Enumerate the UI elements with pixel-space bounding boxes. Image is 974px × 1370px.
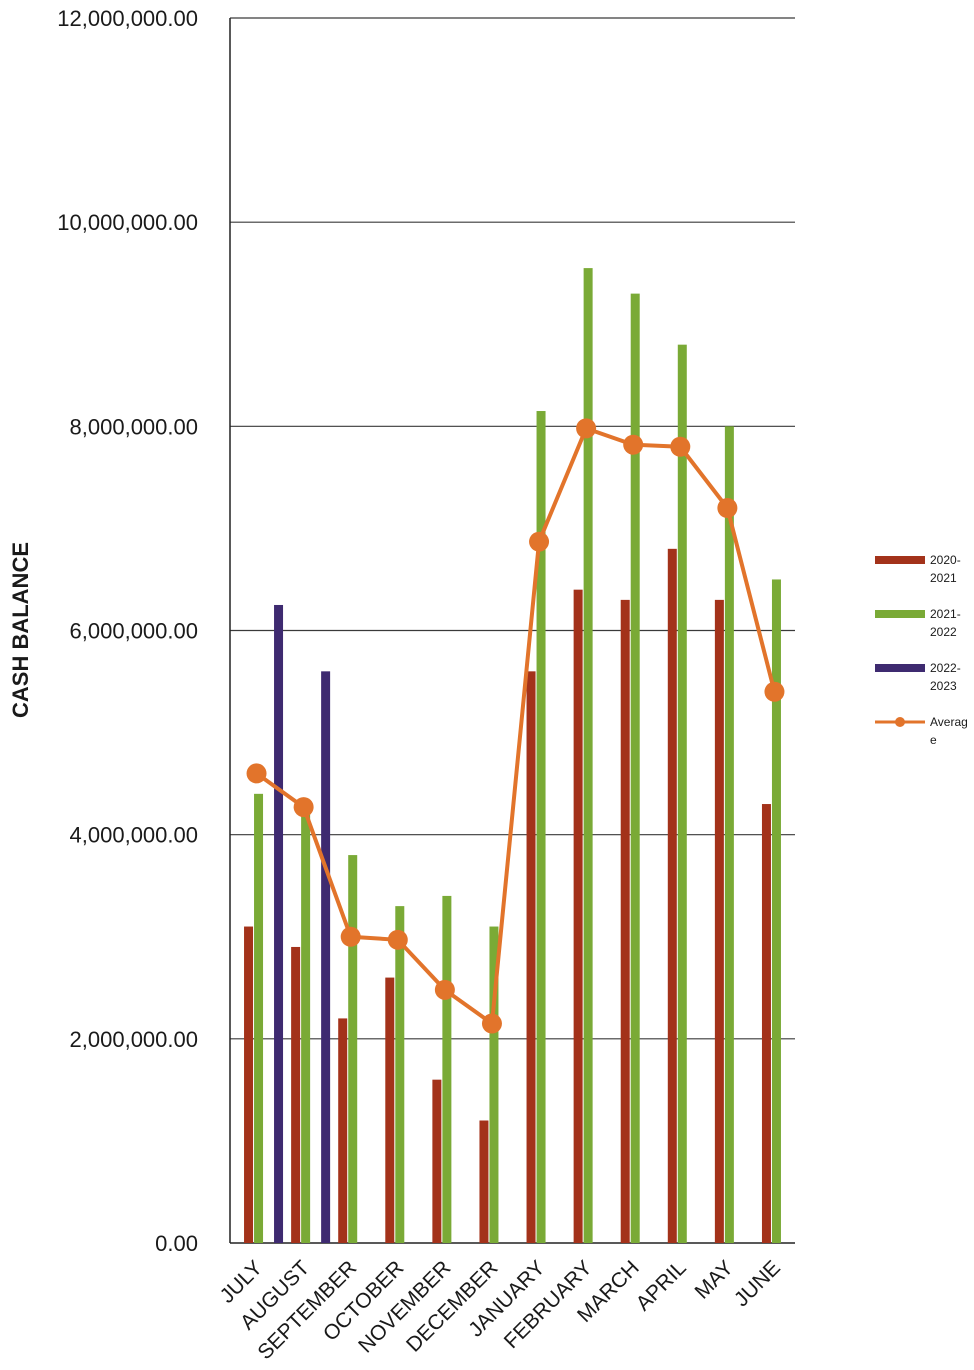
legend-item: 2021- 2022: [875, 607, 961, 639]
average-point-march: [623, 434, 644, 455]
y-tick-label: 10,000,000.00: [57, 210, 198, 235]
bar-2020-2021-april: [667, 548, 677, 1243]
bar-2021-2022-october: [395, 906, 405, 1243]
bar-2020-2021-february: [573, 589, 583, 1243]
bar-2020-2021-march: [620, 599, 630, 1243]
legend-label: 2020-: [930, 553, 961, 567]
average-point-december: [481, 1013, 502, 1034]
y-tick-label: 4,000,000.00: [70, 823, 198, 848]
bar-2021-2022-april: [677, 344, 687, 1244]
y-tick-label: 2,000,000.00: [70, 1027, 198, 1052]
bar-2021-2022-january: [536, 411, 546, 1243]
y-axis-tick-labels: 0.00 2,000,000.00 4,000,000.00 6,000,000.00…: [57, 6, 198, 1256]
legend-label: Averag: [930, 715, 968, 729]
bars: [244, 268, 781, 1244]
bar-2022-2023-july: [274, 604, 284, 1243]
bar-2021-2022-september: [348, 855, 358, 1243]
legend-marker-swatch: [895, 717, 905, 727]
x-axis-tick-labels: JULYAUGUSTSEPTEMBEROCTOBERNOVEMBERDECEMB…: [216, 1256, 785, 1364]
legend-label: 2021-: [930, 607, 961, 621]
bar-2020-2021-november: [432, 1079, 442, 1243]
average-point-january: [529, 531, 550, 552]
average-point-november: [434, 979, 455, 1000]
bar-2020-2021-august: [291, 946, 301, 1243]
x-tick-label-april: APRIL: [632, 1256, 691, 1315]
average-point-july: [246, 763, 267, 784]
legend-label: 2022: [930, 625, 957, 639]
bar-2021-2022-august: [301, 804, 311, 1243]
bar-2022-2023-august: [321, 671, 331, 1243]
bar-2020-2021-december: [479, 1120, 489, 1243]
bar-2021-2022-may: [724, 426, 734, 1243]
legend-swatch: [875, 556, 925, 564]
legend: 2020- 2021 2021- 2022 2022- 2023 Averag e: [875, 553, 968, 747]
legend-label: e: [930, 733, 937, 747]
average-point-may: [717, 498, 738, 518]
legend-label: 2021: [930, 571, 957, 585]
bar-2021-2022-february: [583, 268, 593, 1244]
y-tick-label: 6,000,000.00: [70, 619, 198, 644]
y-tick-label: 0.00: [155, 1231, 198, 1256]
bar-2021-2022-december: [489, 926, 499, 1243]
bar-2021-2022-june: [771, 579, 781, 1243]
bar-2020-2021-july: [244, 926, 254, 1243]
average-point-october: [387, 929, 408, 950]
bar-2021-2022-march: [630, 293, 640, 1243]
bar-2021-2022-november: [442, 895, 452, 1243]
y-tick-label: 12,000,000.00: [57, 6, 198, 31]
legend-item: 2022- 2023: [875, 661, 961, 693]
legend-swatch: [875, 610, 925, 618]
gridlines: [230, 17, 795, 1040]
average-point-august: [293, 797, 314, 818]
average-line: [246, 418, 785, 1034]
legend-item: 2020- 2021: [875, 553, 961, 585]
bar-2021-2022-july: [254, 793, 264, 1243]
average-point-september: [340, 926, 361, 947]
bar-2020-2021-june: [761, 804, 771, 1243]
bar-2020-2021-september: [338, 1018, 348, 1243]
y-tick-label: 8,000,000.00: [70, 414, 198, 439]
x-tick-label-june: JUNE: [730, 1256, 785, 1311]
legend-label: 2022-: [930, 661, 961, 675]
average-point-june: [764, 681, 785, 702]
average-line-path: [255, 426, 777, 1026]
legend-label: 2023: [930, 679, 957, 693]
legend-swatch: [875, 664, 925, 672]
bar-2020-2021-january: [526, 671, 536, 1243]
y-axis-label: CASH BALANCE: [8, 542, 33, 718]
bar-2020-2021-october: [385, 977, 395, 1243]
legend-item: Averag e: [875, 715, 968, 747]
average-point-april: [670, 436, 691, 457]
average-point-february: [576, 418, 597, 439]
bar-2020-2021-may: [714, 599, 724, 1243]
